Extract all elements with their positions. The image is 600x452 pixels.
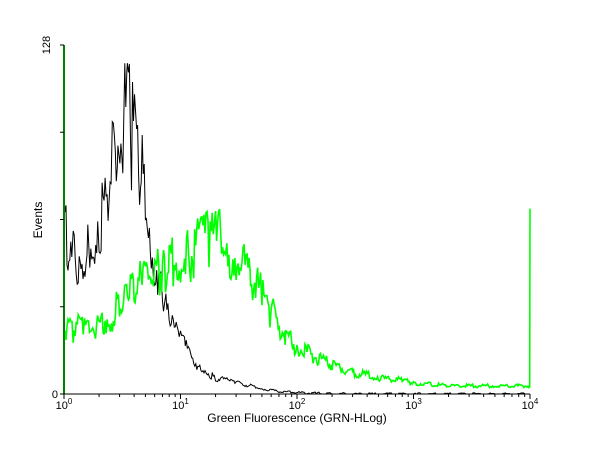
x-axis-title: Green Fluorescence (GRN-HLog) <box>207 411 386 425</box>
y-tick-label-128: 128 <box>41 36 53 54</box>
series-line-1 <box>63 208 531 389</box>
x-tick-label-1: 101 <box>172 397 189 412</box>
x-tick-label-0: 100 <box>56 397 73 412</box>
x-tick-label-4: 104 <box>522 397 539 412</box>
y-tick-layer <box>60 44 64 395</box>
x-tick-layer: 100 101 102 103 104 <box>56 394 539 412</box>
y-axis-title: Events <box>31 202 45 239</box>
x-tick-label-3: 103 <box>405 397 422 412</box>
y-tick-label-0: 0 <box>52 389 58 401</box>
x-tick-label-2: 102 <box>289 397 306 412</box>
